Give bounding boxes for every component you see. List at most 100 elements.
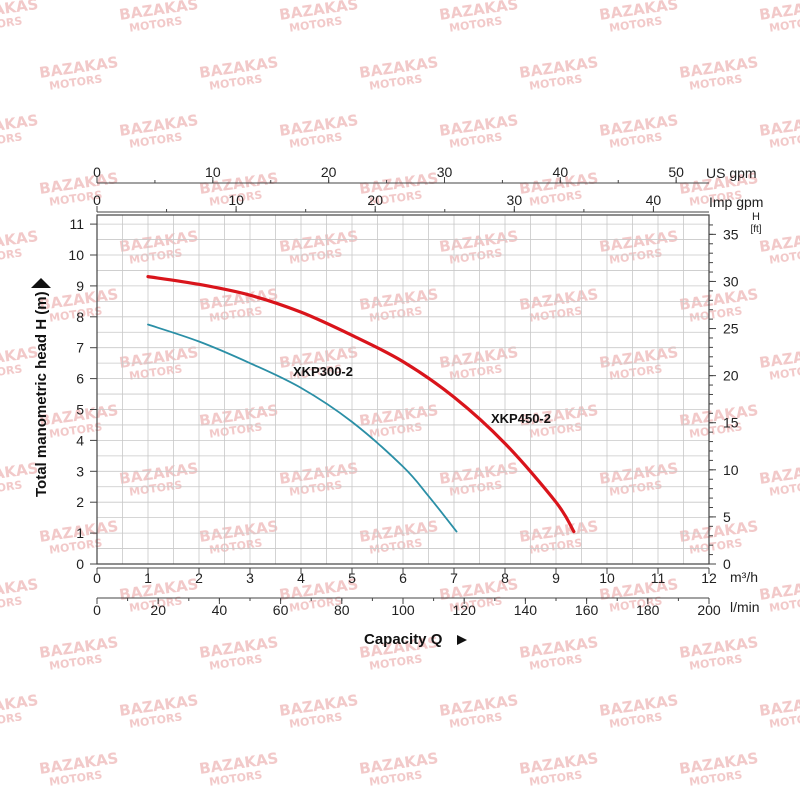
m3h-tick-label: 4 xyxy=(297,570,305,586)
imp-gpm-tick-label: 20 xyxy=(367,192,383,208)
ft-tick-label: 5 xyxy=(723,509,731,525)
x-axis-arrow-icon xyxy=(457,635,467,645)
ft-tick-label: 10 xyxy=(723,462,739,478)
lmin-tick-label: 80 xyxy=(334,602,350,618)
feet-unit-bottom: [ft] xyxy=(750,224,761,235)
lmin-tick-label: 40 xyxy=(212,602,228,618)
us-gpm-tick-label: 20 xyxy=(321,164,337,180)
y-tick-label: 4 xyxy=(76,432,84,448)
x-axis-title: Capacity Q xyxy=(364,631,443,648)
m3h-tick-label: 10 xyxy=(599,570,615,586)
watermark-text: MOTORS xyxy=(0,594,23,614)
watermark-text: MOTORS xyxy=(0,478,23,498)
m3h-tick-label: 0 xyxy=(93,570,101,586)
ft-tick-label: 0 xyxy=(723,556,731,572)
y-tick-label: 11 xyxy=(69,216,84,232)
series-line-xkp300-2 xyxy=(147,323,458,533)
lmin-tick-label: 180 xyxy=(636,602,660,618)
y-tick-label: 5 xyxy=(76,402,84,418)
y-tick-label: 7 xyxy=(76,340,84,356)
lmin-unit: l/min xyxy=(730,599,760,615)
us-gpm-unit: US gpm xyxy=(706,165,757,181)
watermark-text: MOTORS xyxy=(0,14,23,34)
us-gpm-tick-label: 40 xyxy=(553,164,569,180)
lmin-tick-label: 160 xyxy=(575,602,599,618)
y-tick-label: 9 xyxy=(76,278,84,294)
m3h-tick-label: 11 xyxy=(651,570,666,586)
us-gpm-tick-label: 10 xyxy=(205,164,221,180)
lmin-tick-label: 200 xyxy=(697,602,721,618)
m3h-tick-label: 12 xyxy=(701,570,717,586)
m3h-tick-label: 3 xyxy=(246,570,254,586)
lmin-tick-label: 20 xyxy=(150,602,166,618)
lmin-tick-label: 60 xyxy=(273,602,289,618)
ft-tick-label: 15 xyxy=(723,415,739,431)
imp-gpm-tick-label: 30 xyxy=(507,192,523,208)
lmin-tick-label: 0 xyxy=(93,602,101,618)
grid xyxy=(96,215,710,565)
ft-tick-label: 30 xyxy=(723,273,739,289)
lmin-tick-label: 140 xyxy=(514,602,538,618)
watermark-text: MOTORS xyxy=(0,246,23,266)
y-tick-label: 1 xyxy=(76,525,84,541)
m3h-tick-label: 5 xyxy=(348,570,356,586)
series-label: XKP300-2 xyxy=(293,364,353,379)
ft-tick-label: 25 xyxy=(723,321,739,337)
y-axis-title: Total manometric head H (m) xyxy=(33,291,50,497)
m3h-tick-label: 1 xyxy=(144,570,152,586)
series-line-xkp450-2 xyxy=(146,275,576,534)
m3h-tick-label: 8 xyxy=(501,570,509,586)
imp-gpm-tick-label: 0 xyxy=(93,192,101,208)
m3h-tick-label: 2 xyxy=(195,570,203,586)
y-tick-label: 8 xyxy=(76,309,84,325)
y-tick-label: 6 xyxy=(76,371,84,387)
imp-gpm-unit: Imp gpm xyxy=(709,194,763,210)
m3h-tick-label: 6 xyxy=(399,570,407,586)
y-tick-label: 10 xyxy=(68,247,84,263)
watermark-text: MOTORS xyxy=(0,710,23,730)
ft-tick-label: 20 xyxy=(723,368,739,384)
series: XKP300-2 XKP450-2 xyxy=(146,275,576,534)
y-axis-arrow-icon xyxy=(31,278,51,288)
watermark-text: MOTORS xyxy=(0,130,23,150)
y-tick-label: 0 xyxy=(76,556,84,572)
y-tick-label: 2 xyxy=(76,494,84,510)
